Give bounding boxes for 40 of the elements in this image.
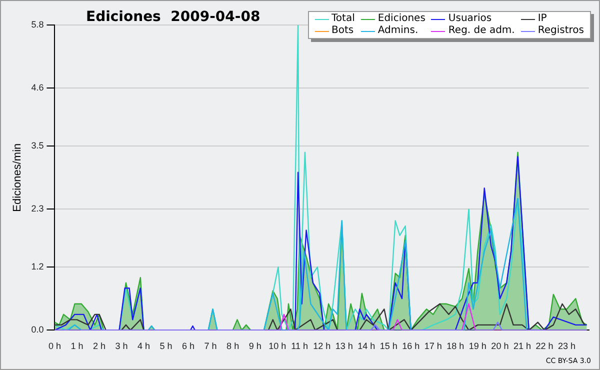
x-tick-label: 7 h bbox=[204, 341, 217, 352]
x-tick-label: 1 h bbox=[70, 341, 84, 352]
x-tick-label: 12 h bbox=[313, 341, 331, 352]
x-tick-label: 4 h bbox=[138, 341, 150, 352]
legend-label: Reg. de adm. bbox=[448, 25, 515, 37]
x-tick-label: 14 h bbox=[358, 341, 376, 352]
x-tick-label: 13 h bbox=[335, 341, 353, 352]
legend-label: Usuarios bbox=[448, 13, 492, 25]
x-tick-label: 2 h bbox=[92, 341, 106, 352]
x-tick-label: 18 h bbox=[446, 341, 464, 352]
x-tick-label: 0 h bbox=[48, 341, 61, 352]
legend-label: Ediciones bbox=[378, 13, 426, 25]
x-tick-label: 10 h bbox=[268, 341, 286, 352]
y-tick-label: 5.8 bbox=[31, 19, 44, 30]
chart-title: Ediciones 2009-04-08 bbox=[86, 9, 260, 25]
y-tick-label: 2.3 bbox=[31, 204, 44, 214]
x-tick-label: 11 h bbox=[291, 341, 308, 352]
y-tick-label: 1.2 bbox=[31, 262, 44, 272]
x-tick-label: 16 h bbox=[402, 341, 420, 352]
y-tick-label: 0.0 bbox=[31, 324, 44, 335]
x-tick-label: 8 h bbox=[226, 341, 240, 352]
legend-label: Admins. bbox=[378, 25, 418, 37]
x-tick-label: 9 h bbox=[248, 341, 262, 352]
legend-label: Registros bbox=[538, 25, 584, 37]
x-tick-label: 17 h bbox=[424, 341, 442, 352]
y-tick-label: 4.6 bbox=[31, 82, 44, 93]
x-tick-label: 15 h bbox=[380, 341, 398, 352]
x-tick-label: 19 h bbox=[468, 341, 486, 352]
x-tick-label: 20 h bbox=[491, 341, 509, 352]
x-tick-label: 6 h bbox=[182, 341, 195, 352]
y-tick-label: 3.5 bbox=[31, 140, 44, 151]
x-tick-label: 21 h bbox=[513, 341, 531, 352]
x-tick-label: 5 h bbox=[160, 341, 172, 352]
legend-label: IP bbox=[538, 13, 547, 25]
legend-label: Bots bbox=[332, 25, 354, 37]
legend-label: Total bbox=[332, 13, 355, 25]
x-tick-label: 23 h bbox=[558, 341, 576, 352]
x-tick-label: 3 h bbox=[115, 341, 128, 352]
x-tick-label: 22 h bbox=[536, 341, 554, 352]
y-axis-title: Ediciones/min bbox=[12, 143, 24, 212]
